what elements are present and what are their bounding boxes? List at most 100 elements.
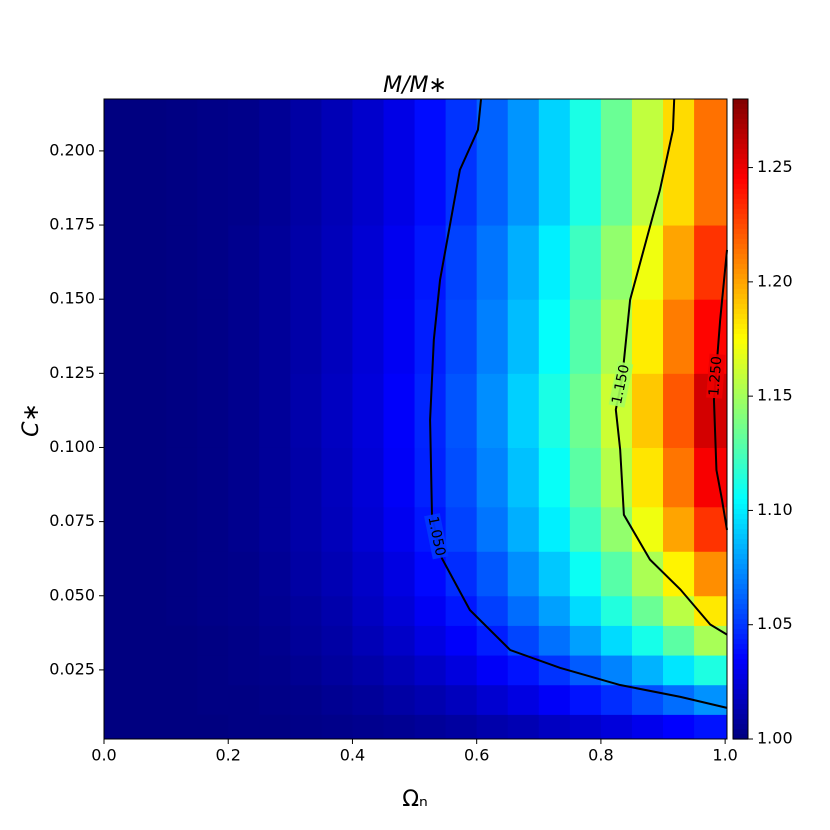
heat-cell: [135, 595, 167, 626]
heat-cell: [414, 225, 447, 300]
heat-cell: [166, 684, 198, 715]
heat-cell: [383, 595, 416, 626]
x-tick-label: 0.4: [340, 746, 365, 765]
colorbar-strip: [733, 104, 748, 110]
colorbar-tick-label: 1.20: [757, 271, 793, 290]
heat-cell: [104, 99, 136, 226]
heat-cell: [538, 447, 571, 508]
heat-cell: [228, 625, 260, 656]
colorbar-strip: [733, 619, 748, 625]
colorbar-strip: [733, 659, 748, 665]
colorbar-strip: [733, 414, 748, 420]
heat-cell: [259, 625, 291, 656]
colorbar-strip: [733, 144, 748, 150]
heat-cell: [538, 373, 571, 448]
heat-cell: [476, 655, 509, 686]
heat-cell: [166, 373, 198, 448]
colorbar-strip: [733, 509, 748, 515]
heat-cell: [135, 551, 167, 597]
heat-cell: [663, 551, 695, 597]
heat-cell: [569, 714, 602, 740]
heat-cell: [197, 625, 229, 656]
heat-cell: [135, 655, 167, 686]
heat-cell: [445, 299, 478, 374]
colorbar-strip: [733, 319, 748, 325]
colorbar-strip: [733, 179, 748, 185]
colorbar-strip: [733, 724, 748, 730]
colorbar-strip: [733, 304, 748, 310]
colorbar-strip: [733, 484, 748, 490]
heat-cell: [228, 714, 260, 740]
heat-cell: [631, 595, 664, 626]
colorbar-strip: [733, 654, 748, 660]
colorbar-strip: [733, 354, 748, 360]
heat-cell: [104, 447, 136, 508]
contour-line: [614, 98, 728, 636]
colorbar-strip: [733, 274, 748, 280]
colorbar-strip: [733, 624, 748, 630]
heat-cell: [290, 506, 322, 552]
colorbar-strip: [733, 154, 748, 160]
y-tick-label: 0.175: [49, 215, 95, 234]
colorbar-strip: [733, 364, 748, 370]
heat-cell: [259, 595, 291, 626]
heat-cell: [694, 506, 728, 552]
heat-cell: [290, 595, 322, 626]
heat-cell: [600, 447, 633, 508]
heat-cell: [538, 99, 571, 226]
colorbar-strip: [733, 504, 748, 510]
heat-cell: [538, 595, 571, 626]
colorbar-strip: [733, 684, 748, 690]
heat-cell: [166, 299, 198, 374]
heat-cell: [166, 447, 198, 508]
colorbar-strip: [733, 419, 748, 425]
heat-cell: [445, 225, 478, 300]
heat-cell: [631, 714, 664, 740]
heat-cell: [166, 99, 198, 226]
heat-cell: [445, 99, 478, 226]
colorbar-strip: [733, 704, 748, 710]
colorbar-strip: [733, 719, 748, 725]
heat-cell: [663, 506, 695, 552]
contour-label: 1.250: [706, 356, 725, 397]
heat-cell: [321, 714, 353, 740]
heat-cell: [507, 655, 540, 686]
colorbar-strip: [733, 349, 748, 355]
heat-cell: [476, 373, 509, 448]
heat-cell: [663, 299, 695, 374]
heat-cell: [228, 551, 260, 597]
colorbar-strip: [733, 299, 748, 305]
heat-cell: [166, 551, 198, 597]
heat-cell: [600, 595, 633, 626]
heat-cell: [445, 655, 478, 686]
heat-cell: [259, 225, 291, 300]
heat-cell: [228, 506, 260, 552]
colorbar-strip: [733, 99, 748, 105]
heat-cell: [569, 595, 602, 626]
colorbar-strip: [733, 289, 748, 295]
heat-cell: [383, 447, 416, 508]
colorbar-strip: [733, 559, 748, 565]
colorbar-strip: [733, 424, 748, 430]
colorbar-strip: [733, 589, 748, 595]
heat-cell: [104, 595, 136, 626]
contour-label-bg: [608, 361, 634, 408]
heat-cell: [352, 595, 385, 626]
colorbar-strip: [733, 239, 748, 245]
heat-cell: [569, 373, 602, 448]
heat-cell: [104, 551, 136, 597]
heat-cell: [104, 714, 136, 740]
colorbar-strip: [733, 174, 748, 180]
heat-cell: [538, 625, 571, 656]
heat-cell: [352, 506, 385, 552]
colorbar-strip: [733, 634, 748, 640]
heat-cell: [383, 714, 416, 740]
colorbar-strip: [733, 574, 748, 580]
y-tick-label: 0.125: [49, 363, 95, 382]
colorbar-strip: [733, 639, 748, 645]
heat-cell: [166, 225, 198, 300]
heat-cell: [414, 625, 447, 656]
colorbar-strip: [733, 444, 748, 450]
colorbar-strip: [733, 149, 748, 155]
heat-cell: [321, 447, 353, 508]
